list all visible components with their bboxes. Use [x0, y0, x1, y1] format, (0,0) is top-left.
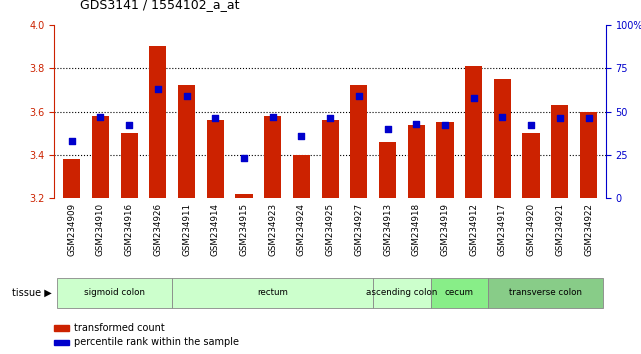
Point — [469, 95, 479, 101]
Point — [153, 86, 163, 92]
Bar — [264, 116, 281, 198]
Point — [354, 93, 364, 99]
Text: GSM234916: GSM234916 — [124, 203, 133, 256]
Text: GSM234914: GSM234914 — [211, 203, 220, 256]
Bar — [178, 85, 195, 198]
Bar — [580, 112, 597, 198]
Bar — [322, 120, 338, 198]
Point — [583, 116, 594, 121]
Bar — [121, 133, 138, 198]
Bar — [57, 278, 172, 308]
Text: GSM234919: GSM234919 — [440, 203, 449, 256]
Text: GSM234913: GSM234913 — [383, 203, 392, 256]
Bar — [488, 278, 603, 308]
Text: GSM234921: GSM234921 — [555, 203, 564, 256]
Text: ascending colon: ascending colon — [366, 289, 438, 297]
Bar — [149, 46, 167, 198]
Bar — [379, 142, 396, 198]
Point — [440, 122, 450, 128]
Text: GDS3141 / 1554102_a_at: GDS3141 / 1554102_a_at — [80, 0, 240, 11]
Point — [383, 126, 393, 132]
Text: transformed count: transformed count — [74, 323, 165, 333]
Bar — [465, 66, 482, 198]
Bar — [431, 278, 488, 308]
Point — [267, 114, 278, 120]
Point — [325, 116, 335, 121]
Bar — [373, 278, 431, 308]
Bar — [494, 79, 511, 198]
Point — [296, 133, 306, 139]
Text: rectum: rectum — [257, 289, 288, 297]
Text: percentile rank within the sample: percentile rank within the sample — [74, 337, 238, 347]
Point — [526, 122, 537, 128]
Text: GSM234922: GSM234922 — [584, 203, 593, 256]
Text: GSM234918: GSM234918 — [412, 203, 420, 256]
Bar — [522, 133, 540, 198]
Point — [210, 116, 221, 121]
Point — [497, 114, 508, 120]
Text: GSM234923: GSM234923 — [268, 203, 277, 256]
Point — [124, 122, 134, 128]
Bar — [206, 120, 224, 198]
Text: GSM234909: GSM234909 — [67, 203, 76, 256]
Text: GSM234927: GSM234927 — [354, 203, 363, 256]
Text: GSM234924: GSM234924 — [297, 203, 306, 256]
Bar — [350, 85, 367, 198]
Point — [181, 93, 192, 99]
Bar — [551, 105, 569, 198]
Text: GSM234911: GSM234911 — [182, 203, 191, 256]
Text: GSM234917: GSM234917 — [498, 203, 507, 256]
Point — [239, 155, 249, 161]
Bar — [172, 278, 373, 308]
Text: GSM234920: GSM234920 — [527, 203, 536, 256]
Text: GSM234925: GSM234925 — [326, 203, 335, 256]
Bar — [63, 159, 80, 198]
Point — [96, 114, 106, 120]
Text: sigmoid colon: sigmoid colon — [84, 289, 146, 297]
Text: GSM234926: GSM234926 — [153, 203, 162, 256]
Text: transverse colon: transverse colon — [509, 289, 582, 297]
Text: GSM234910: GSM234910 — [96, 203, 105, 256]
Text: cecum: cecum — [445, 289, 474, 297]
Bar — [437, 122, 454, 198]
Text: GSM234915: GSM234915 — [240, 203, 249, 256]
Bar — [235, 194, 253, 198]
Bar — [293, 155, 310, 198]
Bar — [408, 125, 425, 198]
Point — [411, 121, 421, 126]
Point — [67, 138, 77, 144]
Point — [554, 116, 565, 121]
Bar — [92, 116, 109, 198]
Text: tissue ▶: tissue ▶ — [12, 288, 51, 298]
Text: GSM234912: GSM234912 — [469, 203, 478, 256]
